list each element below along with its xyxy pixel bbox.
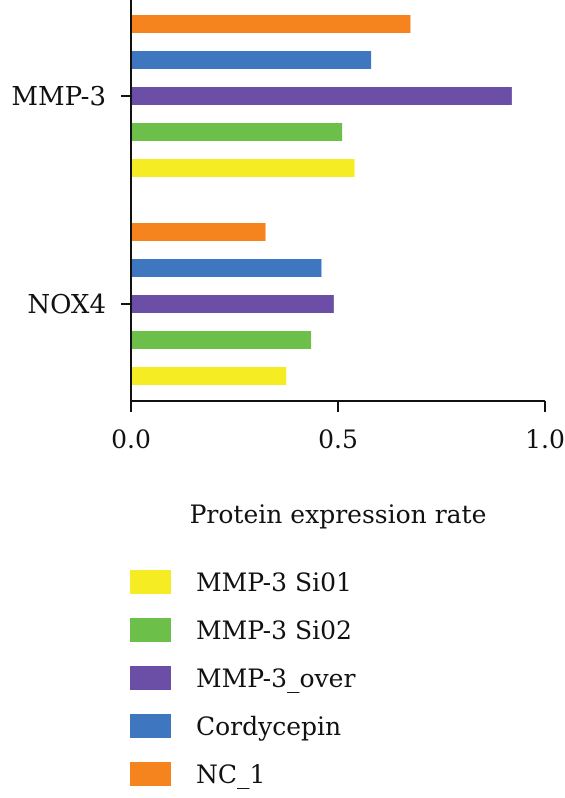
x-tick-label-0-0: 0.0 [111, 425, 151, 454]
legend-item-mmp-3-over: MMP-3_over [130, 654, 355, 702]
legend-swatch-mmp-3-over [130, 666, 171, 690]
legend-swatch-mmp-3-si02 [130, 618, 171, 642]
legend-swatch-nc-1 [130, 762, 171, 786]
bar-nox4-nc-1 [131, 223, 266, 241]
legend-label-mmp-3-si02: MMP-3 Si02 [196, 615, 352, 645]
bar-mmp-3-cordycepin [131, 51, 372, 69]
bar-mmp-3-mmp-3-si01 [131, 159, 355, 177]
y-ticks-group: MMP-3 NOX4 [11, 82, 131, 320]
bars-group [131, 15, 512, 385]
legend-label-mmp-3-over: MMP-3_over [196, 663, 356, 693]
x-axis-title: Protein expression rate [190, 500, 487, 529]
bar-mmp-3-nc-1 [131, 15, 411, 33]
legend-label-mmp-3-si01: MMP-3 Si01 [196, 567, 352, 597]
y-tick-label-nox4: NOX4 [27, 290, 106, 320]
bar-nox4-cordycepin [131, 259, 322, 277]
x-tick-label-1-0: 1.0 [525, 425, 565, 454]
bar-nox4-mmp-3-si02 [131, 331, 312, 349]
bar-chart: MMP-3 NOX4 0.0 0.5 1.0 Protein expression r… [11, 0, 565, 529]
legend-item-mmp-3-si01: MMP-3 Si01 [130, 558, 355, 606]
legend-label-nc-1: NC_1 [196, 759, 266, 789]
bar-mmp-3-mmp-3-si02 [131, 123, 343, 141]
x-tick-label-0-5: 0.5 [318, 425, 358, 454]
legend: MMP-3 Si01 MMP-3 Si02 MMP-3_over Cordycepin… [130, 558, 355, 798]
bar-mmp-3-mmp-3-over [131, 87, 512, 105]
legend-swatch-mmp-3-si01 [130, 570, 171, 594]
legend-item-mmp-3-si02: MMP-3 Si02 [130, 606, 355, 654]
x-ticks-group: 0.0 0.5 1.0 [111, 401, 565, 454]
legend-label-cordycepin: Cordycepin [196, 711, 342, 741]
legend-swatch-cordycepin [130, 714, 171, 738]
y-tick-label-mmp-3: MMP-3 [11, 82, 106, 112]
bar-nox4-mmp-3-si01 [131, 367, 287, 385]
legend-item-cordycepin: Cordycepin [130, 702, 355, 750]
legend-item-nc-1: NC_1 [130, 750, 355, 798]
bar-nox4-mmp-3-over [131, 295, 334, 313]
